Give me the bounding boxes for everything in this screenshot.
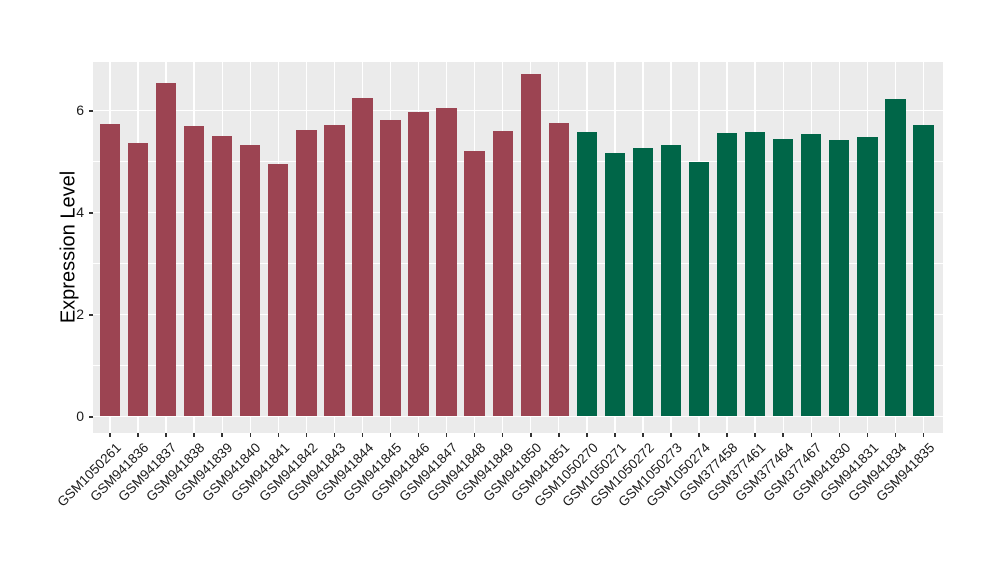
bar-GSM941843 <box>324 125 345 416</box>
x-axis-tick <box>810 433 812 437</box>
bar-GSM377467 <box>801 134 822 416</box>
x-axis-tick <box>726 433 728 437</box>
x-axis-tick <box>782 433 784 437</box>
x-axis-tick <box>361 433 364 437</box>
minor-gridline <box>93 161 943 162</box>
x-axis-tick <box>922 433 925 437</box>
bar-GSM941851 <box>548 122 569 416</box>
bar-GSM941841 <box>268 163 289 416</box>
y-axis-tick <box>89 314 93 316</box>
x-axis-tick <box>165 433 167 437</box>
bar-GSM377458 <box>716 132 738 416</box>
major-gridline <box>93 416 943 418</box>
y-axis-title: Expression Level <box>57 170 80 324</box>
bar-GSM1050274 <box>688 161 710 416</box>
major-gridline <box>93 212 943 214</box>
x-axis-tick <box>277 433 280 437</box>
x-axis-tick <box>445 433 448 437</box>
bar-GSM941849 <box>492 131 513 416</box>
bar-GSM941830 <box>829 140 850 416</box>
major-gridline <box>93 314 943 316</box>
bar-GSM1050272 <box>632 148 654 416</box>
minor-gridline <box>93 365 943 366</box>
bar-GSM377461 <box>744 132 766 416</box>
x-axis-tick <box>642 433 644 437</box>
y-axis-tick-label: 4 <box>76 204 84 220</box>
bar-GSM941845 <box>380 119 401 416</box>
bar-GSM941846 <box>408 111 429 416</box>
bar-GSM941844 <box>352 98 373 416</box>
x-axis-tick <box>417 433 420 437</box>
x-axis-tick <box>109 433 111 437</box>
y-axis-tick-label: 0 <box>76 408 84 424</box>
x-axis-tick <box>193 433 195 437</box>
x-axis-tick <box>894 433 897 437</box>
y-axis-tick-label: 6 <box>76 102 84 118</box>
bar-GSM941834 <box>885 99 906 416</box>
x-axis-tick <box>137 433 139 437</box>
plot-panel <box>93 62 943 433</box>
bar-GSM941837 <box>155 83 177 416</box>
x-axis-tick <box>586 433 588 437</box>
y-axis-tick <box>89 416 93 418</box>
minor-gridline <box>93 263 943 264</box>
x-axis-tick <box>670 433 672 437</box>
x-axis-tick <box>866 433 869 437</box>
bar-GSM941847 <box>436 107 457 416</box>
x-axis-tick <box>501 433 504 437</box>
bar-GSM941842 <box>296 130 317 416</box>
x-axis-tick <box>614 433 616 437</box>
x-axis-tick <box>838 433 841 437</box>
x-axis-tick <box>333 433 336 437</box>
bar-GSM1050270 <box>576 131 598 416</box>
bar-GSM941848 <box>464 150 485 416</box>
x-axis-tick <box>249 433 251 437</box>
x-axis-tick <box>305 433 308 437</box>
bar-GSM1050273 <box>660 144 682 416</box>
bar-GSM941835 <box>913 125 934 416</box>
bar-GSM1050271 <box>604 152 626 416</box>
bar-GSM941839 <box>212 136 233 416</box>
x-axis-tick <box>530 433 532 437</box>
bar-GSM941831 <box>857 137 878 416</box>
x-axis-tick <box>221 433 223 437</box>
y-axis-tick <box>89 212 93 214</box>
bar-GSM941838 <box>183 126 205 416</box>
bar-GSM941840 <box>240 144 261 416</box>
x-axis-tick <box>558 433 560 437</box>
major-gridline <box>93 110 943 112</box>
bar-GSM941850 <box>520 74 541 416</box>
y-axis-tick-label: 2 <box>76 306 84 322</box>
y-axis-tick <box>89 110 93 112</box>
bar-GSM377464 <box>773 139 794 416</box>
x-axis-tick <box>473 433 476 437</box>
x-axis-tick <box>698 433 700 437</box>
x-axis-tick <box>754 433 756 437</box>
bar-GSM941836 <box>127 142 149 416</box>
bar-GSM1050261 <box>99 124 121 416</box>
x-axis-tick <box>389 433 392 437</box>
